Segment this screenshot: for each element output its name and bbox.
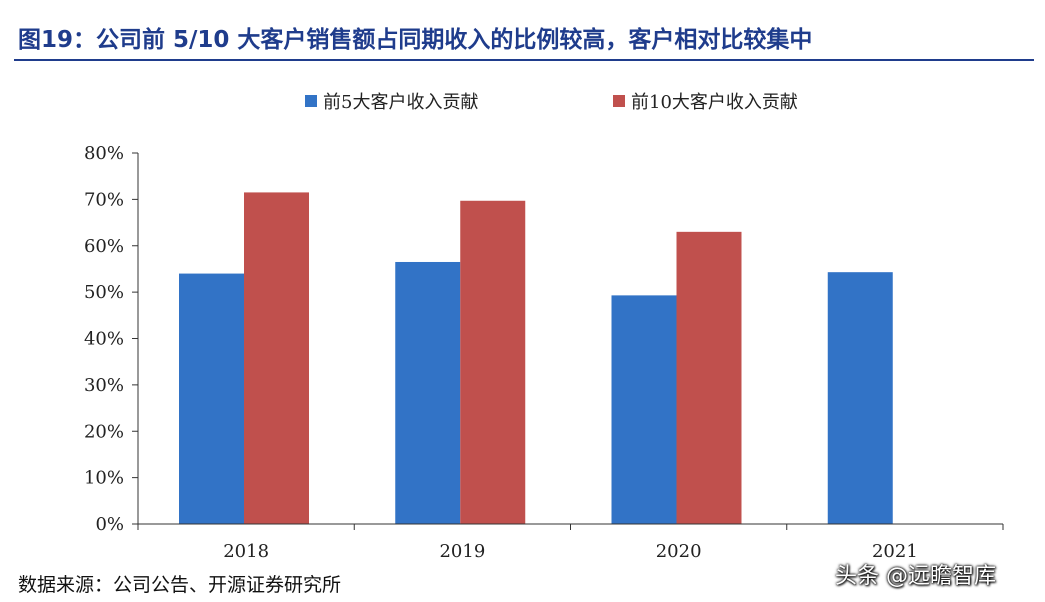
y-tick-label: 10% bbox=[84, 468, 124, 489]
y-tick-label: 20% bbox=[84, 421, 124, 442]
y-tick-label: 40% bbox=[84, 329, 124, 350]
x-tick-label: 2021 bbox=[872, 541, 918, 562]
legend-swatch-top5 bbox=[305, 95, 317, 107]
chart-legend: 前5大客户收入贡献 前10大客户收入贡献 bbox=[0, 88, 1045, 114]
bar-top5-2019 bbox=[395, 261, 461, 524]
legend-label-top10: 前10大客户收入贡献 bbox=[631, 92, 798, 113]
watermark-text: 头条 @远瞻智库 bbox=[835, 564, 996, 589]
bar-top10-2018 bbox=[244, 192, 309, 524]
x-tick-label: 2018 bbox=[223, 541, 269, 562]
legend-item-top10: 前10大客户收入贡献 bbox=[613, 88, 798, 114]
figure-header: 图19：公司前 5/10 大客户销售额占同期收入的比例较高，客户相对比较集中 bbox=[14, 8, 1034, 61]
x-tick-label: 2019 bbox=[439, 541, 485, 562]
legend-label-top5: 前5大客户收入贡献 bbox=[323, 92, 479, 113]
bar-top5-2021 bbox=[827, 272, 893, 524]
y-tick-label: 50% bbox=[84, 282, 124, 303]
bar-top5-2018 bbox=[179, 273, 244, 524]
y-tick-label: 80% bbox=[84, 143, 124, 164]
figure-title: 图19：公司前 5/10 大客户销售额占同期收入的比例较高，客户相对比较集中 bbox=[18, 27, 813, 53]
y-tick-label: 0% bbox=[95, 514, 124, 535]
bar-top10-2020 bbox=[676, 231, 742, 524]
title-divider bbox=[14, 59, 1034, 61]
legend-item-top5: 前5大客户收入贡献 bbox=[305, 88, 478, 114]
y-tick-label: 60% bbox=[84, 236, 124, 257]
y-tick-label: 30% bbox=[84, 375, 124, 396]
y-tick-label: 70% bbox=[84, 189, 124, 210]
x-tick-label: 2020 bbox=[656, 541, 702, 562]
legend-swatch-top10 bbox=[613, 95, 625, 107]
bar-top5-2020 bbox=[611, 295, 677, 524]
bar-top10-2019 bbox=[460, 200, 526, 525]
data-source-note: 数据来源：公司公告、开源证券研究所 bbox=[18, 574, 342, 596]
